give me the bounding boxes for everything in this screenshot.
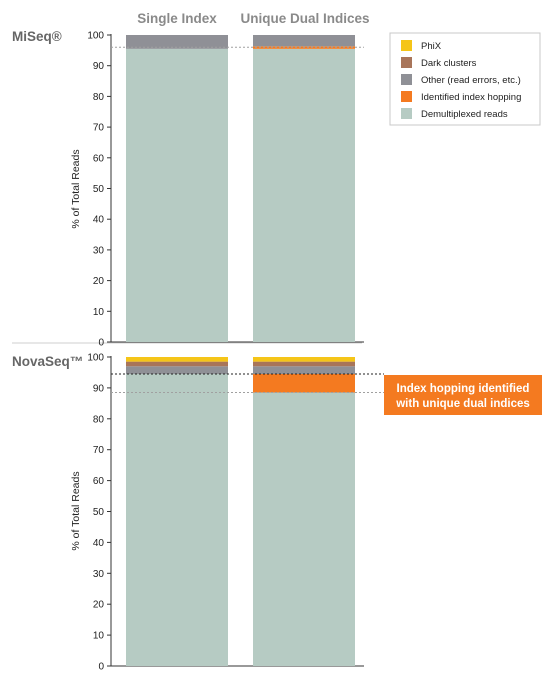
legend-swatch-other xyxy=(401,74,412,85)
legend-swatch-index-hopping xyxy=(401,91,412,102)
bar-novaseq-single-index-phix xyxy=(126,357,228,362)
bar-miseq-single-index-other-read-errors-etc xyxy=(126,35,228,49)
callout-box xyxy=(384,375,542,415)
legend-swatch-phix xyxy=(401,40,412,51)
y-axis-title-novaseq: % of Total Reads xyxy=(70,471,82,550)
column-header-unique-dual-indices: Unique Dual Indices xyxy=(240,11,369,26)
y-tick-label-novaseq-40: 40 xyxy=(93,538,105,549)
y-tick-label-miseq-0: 0 xyxy=(98,338,104,349)
legend-label-other: Other (read errors, etc.) xyxy=(421,75,521,86)
y-tick-label-novaseq-30: 30 xyxy=(93,569,105,580)
y-tick-label-novaseq-70: 70 xyxy=(93,445,105,456)
legend-label-demultiplexed: Demultiplexed reads xyxy=(421,109,508,120)
legend-label-index-hopping: Identified index hopping xyxy=(421,92,521,103)
legend-label-dark-clusters: Dark clusters xyxy=(421,58,477,69)
panels-layer: 0 10 20 30 40 50 60 70 80 90 100 0 10 20 30 40 50 60 70 80 9… xyxy=(87,31,384,673)
y-tick-label-miseq-20: 20 xyxy=(93,276,105,287)
bar-novaseq-single-index-dark-clusters xyxy=(126,361,228,367)
bar-novaseq-single-index-demultiplexed-reads xyxy=(126,373,228,666)
y-tick-label-novaseq-10: 10 xyxy=(93,631,105,642)
y-tick-label-miseq-50: 50 xyxy=(93,184,105,195)
bar-novaseq-unique-dual-indices-phix xyxy=(253,357,355,362)
callout-line-2: with unique dual indices xyxy=(395,398,530,410)
bar-novaseq-unique-dual-indices-dark-clusters xyxy=(253,361,355,367)
y-tick-label-miseq-100: 100 xyxy=(87,31,104,42)
y-tick-label-miseq-30: 30 xyxy=(93,245,105,256)
y-tick-label-novaseq-60: 60 xyxy=(93,476,105,487)
callout-line-1: Index hopping identified xyxy=(397,383,530,395)
y-tick-label-miseq-90: 90 xyxy=(93,61,105,72)
legend: PhiX Dark clusters Other (read errors, e… xyxy=(389,32,541,126)
y-tick-label-novaseq-90: 90 xyxy=(93,383,105,394)
bar-novaseq-unique-dual-indices-other-read-errors-etc xyxy=(253,366,355,374)
bar-novaseq-single-index-other-read-errors-etc xyxy=(126,366,228,374)
index-hopping-callout: Index hopping identified with unique dua… xyxy=(384,375,542,415)
y-tick-label-miseq-70: 70 xyxy=(93,123,105,134)
legend-swatch-demultiplexed xyxy=(401,108,412,119)
bar-novaseq-unique-dual-indices-demultiplexed-reads xyxy=(253,392,355,666)
bar-novaseq-unique-dual-indices-identified-index-hopping xyxy=(253,373,355,393)
legend-box xyxy=(389,32,541,126)
y-tick-label-miseq-80: 80 xyxy=(93,92,105,103)
y-tick-label-novaseq-100: 100 xyxy=(87,353,104,364)
y-tick-label-novaseq-50: 50 xyxy=(93,507,105,518)
legend-label-phix: PhiX xyxy=(421,41,442,52)
column-header-single-index: Single Index xyxy=(137,11,217,26)
y-tick-label-miseq-10: 10 xyxy=(93,307,105,318)
bar-miseq-unique-dual-indices-demultiplexed-reads xyxy=(253,48,355,342)
y-tick-label-novaseq-0: 0 xyxy=(98,662,104,673)
panel-title-novaseq: NovaSeq™ xyxy=(12,354,83,369)
bar-miseq-unique-dual-indices-other-read-errors-etc xyxy=(253,35,355,47)
y-tick-label-miseq-40: 40 xyxy=(93,215,105,226)
y-tick-label-novaseq-80: 80 xyxy=(93,414,105,425)
y-tick-label-miseq-60: 60 xyxy=(93,153,105,164)
y-axis-title-miseq: % of Total Reads xyxy=(70,149,82,228)
panel-title-miseq: MiSeq® xyxy=(12,29,62,44)
y-tick-label-novaseq-20: 20 xyxy=(93,600,105,611)
bar-miseq-single-index-demultiplexed-reads xyxy=(126,48,228,342)
legend-swatch-dark-clusters xyxy=(401,57,412,68)
